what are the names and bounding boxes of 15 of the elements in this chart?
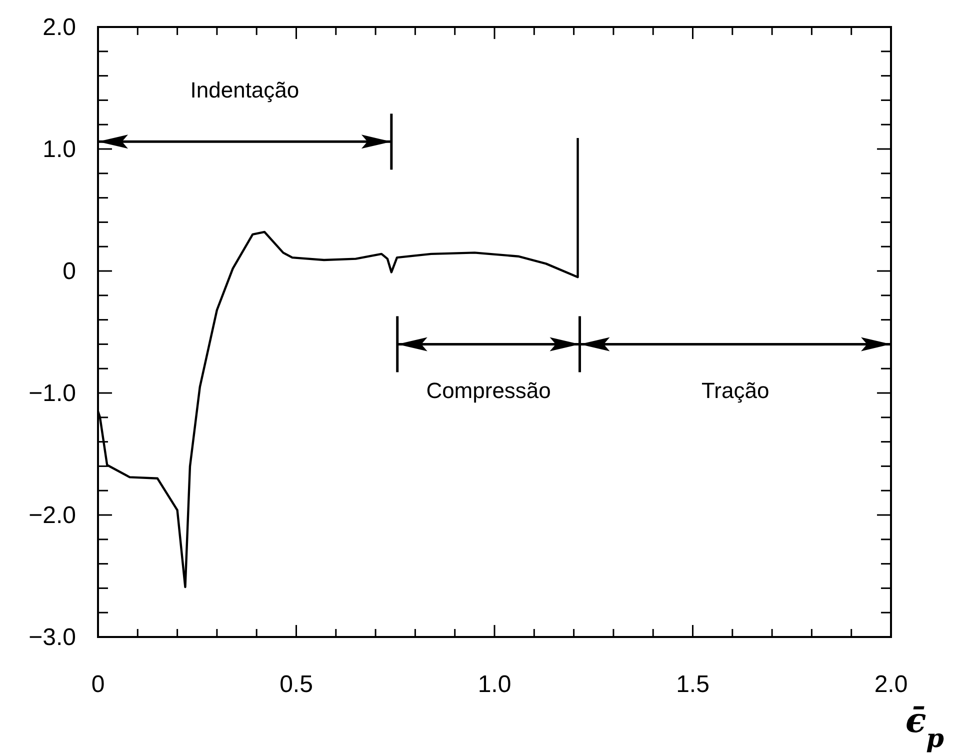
x-tick-label: 0	[91, 671, 105, 698]
x-tick-label: 1.5	[676, 671, 710, 698]
y-tick-label: 0	[62, 258, 76, 285]
annotation: Tração	[702, 378, 770, 404]
annotation: Indentação	[190, 77, 300, 102]
x-tick-label: 0.5	[280, 671, 313, 698]
annotation: Compressão	[426, 378, 551, 404]
y-tick-label: −1.0	[28, 380, 76, 407]
x-axis-title: ϵ̄$_{p}$	[905, 701, 944, 754]
y-tick-label: 2.0	[42, 14, 76, 41]
y-tick-label: 1.0	[42, 136, 76, 163]
x-tick-label: 1.0	[478, 671, 512, 698]
x-tick-label: 2.0	[874, 671, 908, 698]
y-tick-label: −2.0	[28, 502, 76, 529]
y-tick-label: −3.0	[28, 624, 76, 651]
